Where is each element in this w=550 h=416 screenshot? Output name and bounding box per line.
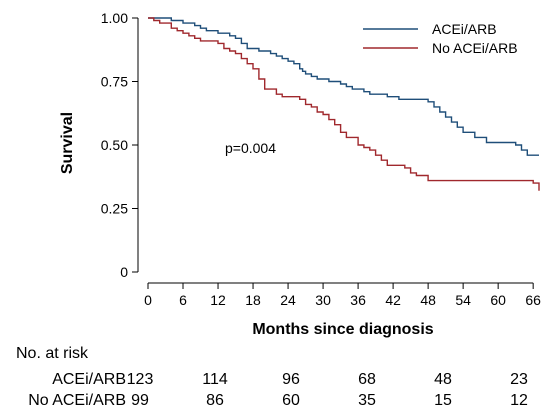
x-tick-label: 12	[210, 292, 226, 308]
x-axis: 0 6 12 18 24 30 36 42 48 54 60 66	[144, 282, 541, 308]
y-axis: 0 0.25 0.50 0.75 1.00	[101, 10, 139, 280]
legend-label-no-acei-arb: No ACEi/ARB	[432, 40, 518, 56]
risk-cell: 114	[202, 371, 228, 388]
legend-label-acei-arb: ACEi/ARB	[432, 21, 497, 37]
x-tick-label: 36	[350, 292, 366, 308]
legend: ACEi/ARB No ACEi/ARB	[363, 21, 518, 56]
y-axis-title: Survival	[59, 112, 76, 174]
series-line-acei-arb	[148, 17, 539, 156]
risk-cell: 15	[434, 392, 452, 409]
y-tick-label: 0.25	[101, 201, 128, 217]
p-value-annotation: p=0.004	[225, 140, 276, 156]
x-tick-label: 0	[144, 292, 152, 308]
risk-table-heading: No. at risk	[16, 345, 89, 362]
risk-cell: 60	[282, 392, 300, 409]
risk-cell: 23	[510, 371, 528, 388]
x-tick-label: 54	[455, 292, 471, 308]
risk-cell: 86	[206, 392, 224, 409]
risk-cell: 96	[282, 371, 300, 388]
x-axis-title: Months since diagnosis	[252, 321, 433, 338]
risk-row-label-acei-arb: ACEi/ARB	[52, 371, 126, 388]
risk-cell: 12	[510, 392, 528, 409]
y-tick-label: 0.50	[101, 137, 128, 153]
risk-row-label-no-acei-arb: No ACEi/ARB	[28, 392, 126, 409]
x-tick-label: 66	[525, 292, 541, 308]
x-tick-label: 24	[280, 292, 296, 308]
x-tick-label: 60	[490, 292, 506, 308]
x-tick-label: 6	[179, 292, 187, 308]
x-tick-label: 42	[385, 292, 401, 308]
risk-cell: 35	[358, 392, 376, 409]
risk-values: 123 114 96 68 48 23 99 86 60 35 15 12	[127, 371, 528, 409]
x-tick-label: 30	[315, 292, 331, 308]
risk-table: No. at risk ACEi/ARB No ACEi/ARB 123 114 9…	[16, 345, 528, 409]
y-tick-label: 0.75	[101, 74, 128, 90]
x-tick-label: 48	[420, 292, 436, 308]
risk-cell: 123	[127, 371, 154, 388]
y-tick-label: 1.00	[101, 10, 128, 26]
risk-cell: 68	[358, 371, 376, 388]
risk-cell: 99	[131, 392, 149, 409]
y-tick-label: 0	[120, 264, 128, 280]
risk-cell: 48	[434, 371, 452, 388]
series-line-no-acei-arb	[148, 17, 540, 191]
series-group	[148, 17, 540, 191]
x-tick-label: 18	[245, 292, 261, 308]
